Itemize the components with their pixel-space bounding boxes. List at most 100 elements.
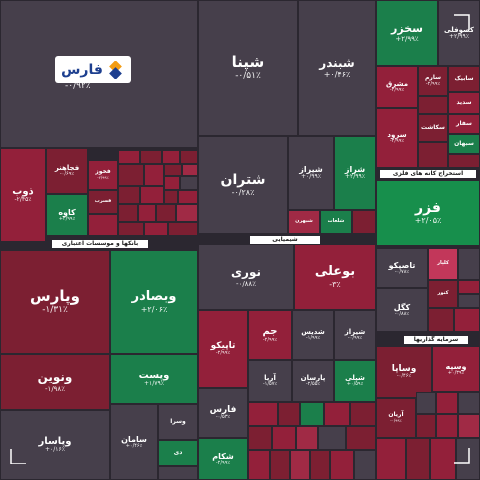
tile-sekhash[interactable]: سکاشت <box>418 114 448 142</box>
mini-tile[interactable] <box>436 392 458 414</box>
tile-fakhuz[interactable]: فجاهنر -۰/۶۹٪ <box>46 148 88 194</box>
mini-tile[interactable] <box>416 414 436 438</box>
mini-tile[interactable] <box>162 150 180 164</box>
mini-tile[interactable] <box>330 450 354 480</box>
tile-sakhzar[interactable]: سخزر +۲/۹۹٪ <box>376 0 438 66</box>
tile-shiraz3[interactable]: شیراز -۰/۹۹٪ <box>334 310 376 360</box>
mini-tile[interactable] <box>164 176 180 190</box>
tile-sefars[interactable] <box>418 96 448 114</box>
mini-tile[interactable] <box>376 438 406 480</box>
tile-shekam[interactable]: شکام -۲/۹۹٪ <box>198 438 248 480</box>
tile-senoor[interactable]: کنور <box>428 280 458 308</box>
mini-tile[interactable] <box>180 150 198 164</box>
tile-sarom[interactable]: سارم -۲/۹۹٪ <box>418 66 448 96</box>
tile-vepars[interactable]: وپارس -۱/۳۱٪ <box>0 250 110 354</box>
tile-kasefoli[interactable]: کصوفلی +۲/۹۹٪ <box>438 0 480 66</box>
tile-kavgan[interactable] <box>458 248 480 280</box>
mini-tile[interactable] <box>144 222 168 236</box>
tile-jam[interactable]: جم -۲/۹۹٪ <box>248 310 292 360</box>
tile-far[interactable]: فزر +۲/۰۵٪ <box>376 180 480 246</box>
tile-bouali[interactable]: بوعلی -۳٪ <box>294 244 376 310</box>
mini-tile[interactable] <box>176 204 198 222</box>
mini-tile[interactable] <box>140 186 164 204</box>
tile-sefanoo[interactable]: سبهان <box>448 134 480 154</box>
tile-sefar[interactable]: سفار <box>448 114 480 134</box>
mini-tile[interactable] <box>156 204 176 222</box>
mini-tile[interactable] <box>350 402 376 426</box>
tile-vebsadr[interactable]: وبصادر +۲/۰۶٪ <box>110 250 198 354</box>
mini-tile[interactable] <box>278 402 300 426</box>
mini-tile[interactable] <box>138 204 156 222</box>
mini-tile[interactable] <box>178 190 198 204</box>
tile-fasdid[interactable] <box>88 214 118 236</box>
tile-shiraz[interactable]: شیراز +۰/۹۹٪ <box>288 136 334 210</box>
tile-kemesh[interactable]: فارس -۰/۵۳٪ <box>198 388 248 438</box>
tile-kalpar[interactable]: کلپار <box>428 248 458 280</box>
mini-tile[interactable] <box>248 450 270 480</box>
mini-tile[interactable] <box>248 426 272 450</box>
tile-nouri[interactable]: نوری -۰/۸۸٪ <box>198 244 294 310</box>
mini-tile[interactable] <box>164 164 182 176</box>
mini-tile[interactable] <box>430 438 456 480</box>
mini-tile[interactable] <box>428 308 454 332</box>
mini-tile[interactable] <box>318 426 346 450</box>
tile-vsaderat[interactable]: وسرا <box>158 404 198 440</box>
tile-shetran[interactable]: شتران -۰/۲۸٪ <box>198 136 288 234</box>
tile-vepasar[interactable]: وپاسار +۰/۱۶٪ <box>0 410 110 480</box>
mini-tile[interactable] <box>458 392 480 414</box>
mini-tile[interactable] <box>248 402 278 426</box>
mini-tile[interactable] <box>300 402 324 426</box>
tile-folad[interactable]: فخوز -۲/۹۹٪ <box>88 160 118 190</box>
tile-kagol[interactable]: کگل -۰/۸۸٪ <box>376 288 428 332</box>
mini-tile[interactable] <box>118 204 138 222</box>
tile-vebmellat[interactable]: شلعات <box>320 210 352 234</box>
tile-tapiko[interactable]: تاپیکو -۲/۹۹٪ <box>198 310 248 388</box>
tile-vepist[interactable]: وپست +۱/۷۹٪ <box>110 354 198 404</box>
tile-taskoo[interactable]: تاصیکو -۰/۷۸٪ <box>376 248 428 288</box>
tile-sheshkat[interactable] <box>418 142 448 168</box>
mini-tile[interactable] <box>310 450 330 480</box>
tile-kave[interactable]: کاوه +۲/۹۹٪ <box>46 194 88 236</box>
tile-fars-mes[interactable]: فسرب <box>88 190 118 214</box>
mini-tile[interactable] <box>458 280 480 294</box>
mini-tile[interactable] <box>272 426 296 450</box>
mini-tile[interactable] <box>324 402 350 426</box>
mini-tile[interactable] <box>164 190 178 204</box>
tile-saman[interactable]: سامان +۰/۴۶٪ <box>110 404 158 480</box>
tile-vesepah[interactable]: وسپه +۰/۳۹٪ <box>432 346 480 392</box>
mini-tile[interactable] <box>458 414 480 438</box>
tile-shebarz[interactable]: شبهرن <box>288 210 320 234</box>
mini-tile[interactable] <box>158 466 198 480</box>
mini-tile[interactable] <box>118 186 140 204</box>
tile-shiraz2[interactable]: شراز +۲/۹۹٪ <box>334 136 376 210</box>
mini-tile[interactable] <box>458 294 480 308</box>
mini-tile[interactable] <box>118 222 144 236</box>
mini-tile[interactable] <box>454 308 480 332</box>
tile-serood[interactable]: سرود -۲/۹۹٪ <box>376 108 418 168</box>
tile-shepli[interactable]: شپلی +۰/۵۹٪ <box>334 360 376 402</box>
mini-tile[interactable] <box>270 450 290 480</box>
mini-tile[interactable] <box>140 150 162 164</box>
mini-tile[interactable] <box>346 426 376 450</box>
tile-arya[interactable]: آریا -۱/۵۷٪ <box>248 360 292 402</box>
mini-tile[interactable] <box>436 414 458 438</box>
mini-tile[interactable] <box>118 164 144 186</box>
mini-tile[interactable] <box>296 426 318 450</box>
mini-tile[interactable] <box>182 164 198 176</box>
tile-sadid[interactable]: سدید <box>448 92 480 114</box>
mini-tile[interactable] <box>180 176 198 190</box>
tile-dey[interactable]: دی <box>158 440 198 466</box>
mini-tile[interactable] <box>354 450 376 480</box>
tile-shebandar[interactable]: شبندر +۰/۴۶٪ <box>298 0 376 136</box>
tile-sabik[interactable]: سابیک <box>448 66 480 92</box>
mini-tile[interactable] <box>290 450 310 480</box>
mini-tile[interactable] <box>406 438 430 480</box>
mini-tile[interactable] <box>416 392 436 414</box>
tile-shedis[interactable]: شدیس -۱/۹۹٪ <box>292 310 334 360</box>
tile-vanovin[interactable]: ونوین -۱/۹۸٪ <box>0 354 110 410</box>
tile-vesapa[interactable]: وساپا -۰/۴۶٪ <box>376 346 432 398</box>
tile-zob[interactable]: ذوب -۲/۴۵٪ <box>0 148 46 242</box>
mini-tile[interactable] <box>118 150 140 164</box>
tile-hovela[interactable] <box>352 210 376 234</box>
tile-mashregh[interactable]: مشرق -۲/۹۹٪ <box>376 66 418 108</box>
